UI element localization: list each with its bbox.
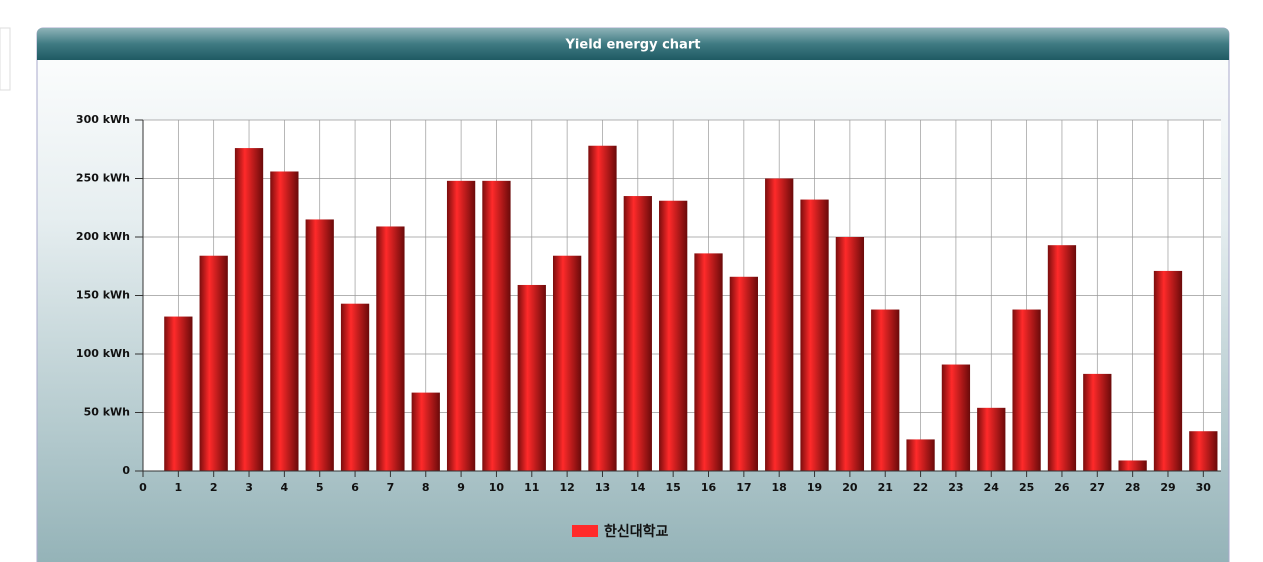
bar: [446, 180, 476, 471]
bar: [694, 253, 723, 471]
bar: [623, 196, 652, 472]
x-tick-label: 18: [772, 481, 787, 494]
x-tick-label: 2: [210, 481, 218, 494]
bar: [305, 219, 334, 471]
bar: [1189, 431, 1218, 471]
x-tick-label: 21: [878, 481, 893, 494]
x-tick-label: 3: [245, 481, 253, 494]
x-tick-label: 5: [316, 481, 324, 494]
x-tick-label: 17: [736, 481, 751, 494]
bar: [411, 392, 440, 471]
x-tick-label: 10: [489, 481, 505, 494]
x-tick-label: 27: [1090, 481, 1105, 494]
x-tick-label: 8: [422, 481, 430, 494]
x-tick-label: 4: [281, 481, 289, 494]
bar: [977, 407, 1006, 471]
x-tick-label: 6: [351, 481, 359, 494]
bar: [1083, 373, 1112, 471]
bar: [1118, 460, 1147, 471]
chart-title: Yield energy chart: [565, 38, 701, 53]
bar: [340, 303, 370, 471]
x-tick-label: 20: [842, 481, 858, 494]
bar: [906, 439, 935, 471]
side-box: [0, 27, 11, 91]
x-tick-label: 13: [595, 481, 610, 494]
bar: [800, 199, 829, 471]
x-tick-label: 16: [701, 481, 717, 494]
bar: [482, 180, 511, 471]
bar: [552, 255, 582, 471]
x-tick-label: 1: [175, 481, 183, 494]
x-tick-label: 12: [559, 481, 574, 494]
x-tick-label: 26: [1054, 481, 1070, 494]
bar: [1047, 245, 1077, 471]
bar: [234, 148, 264, 471]
legend-label: 한신대학교: [604, 524, 669, 540]
x-tick-label: 28: [1125, 481, 1140, 494]
y-tick-label: 200 kWh: [76, 230, 130, 243]
x-tick-label: 22: [913, 481, 928, 494]
bar: [376, 226, 405, 471]
bar: [941, 364, 971, 471]
bar: [1153, 270, 1183, 471]
bar: [164, 316, 193, 471]
bar: [588, 145, 617, 472]
x-tick-label: 15: [666, 481, 681, 494]
bar: [270, 171, 299, 472]
x-tick-label: 24: [984, 481, 1000, 494]
x-tick-label: 0: [139, 481, 147, 494]
bar: [729, 276, 758, 471]
x-tick-label: 23: [948, 481, 963, 494]
x-tick-label: 14: [630, 481, 646, 494]
bar: [517, 284, 546, 471]
x-tick-label: 25: [1019, 481, 1034, 494]
x-tick-label: 30: [1196, 481, 1212, 494]
y-tick-label: 250 kWh: [76, 172, 130, 185]
panel-header: [37, 28, 1229, 60]
x-tick-label: 19: [807, 481, 822, 494]
y-tick-label: 300 kWh: [76, 113, 130, 126]
x-tick-label: 11: [524, 481, 539, 494]
bar: [199, 255, 228, 471]
x-tick-label: 29: [1160, 481, 1175, 494]
bar: [835, 237, 865, 471]
bar: [1012, 309, 1041, 471]
y-tick-label: 0: [122, 464, 130, 477]
y-tick-label: 100 kWh: [76, 347, 130, 360]
legend-swatch: [572, 525, 598, 537]
bar: [765, 178, 794, 471]
y-tick-label: 50 kWh: [84, 406, 130, 419]
x-tick-label: 9: [457, 481, 465, 494]
bar: [659, 200, 688, 472]
bar: [871, 309, 900, 471]
x-tick-label: 7: [387, 481, 395, 494]
y-tick-label: 150 kWh: [76, 289, 130, 302]
